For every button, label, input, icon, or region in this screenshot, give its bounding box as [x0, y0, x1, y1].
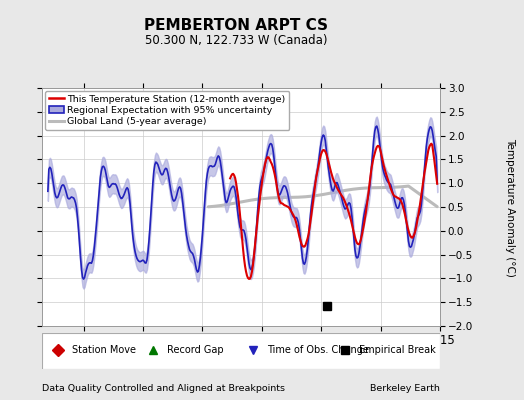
Text: Time of Obs. Change: Time of Obs. Change: [267, 345, 369, 355]
Text: PEMBERTON ARPT CS: PEMBERTON ARPT CS: [144, 18, 328, 33]
Text: 50.300 N, 122.733 W (Canada): 50.300 N, 122.733 W (Canada): [145, 34, 327, 47]
Text: Berkeley Earth: Berkeley Earth: [370, 384, 440, 393]
Text: Empirical Break: Empirical Break: [358, 345, 435, 355]
Text: Record Gap: Record Gap: [167, 345, 224, 355]
Y-axis label: Temperature Anomaly (°C): Temperature Anomaly (°C): [505, 138, 515, 276]
Legend: This Temperature Station (12-month average), Regional Expectation with 95% uncer: This Temperature Station (12-month avera…: [45, 91, 289, 130]
Text: Data Quality Controlled and Aligned at Breakpoints: Data Quality Controlled and Aligned at B…: [42, 384, 285, 393]
FancyBboxPatch shape: [42, 333, 440, 369]
Text: Station Move: Station Move: [72, 345, 136, 355]
